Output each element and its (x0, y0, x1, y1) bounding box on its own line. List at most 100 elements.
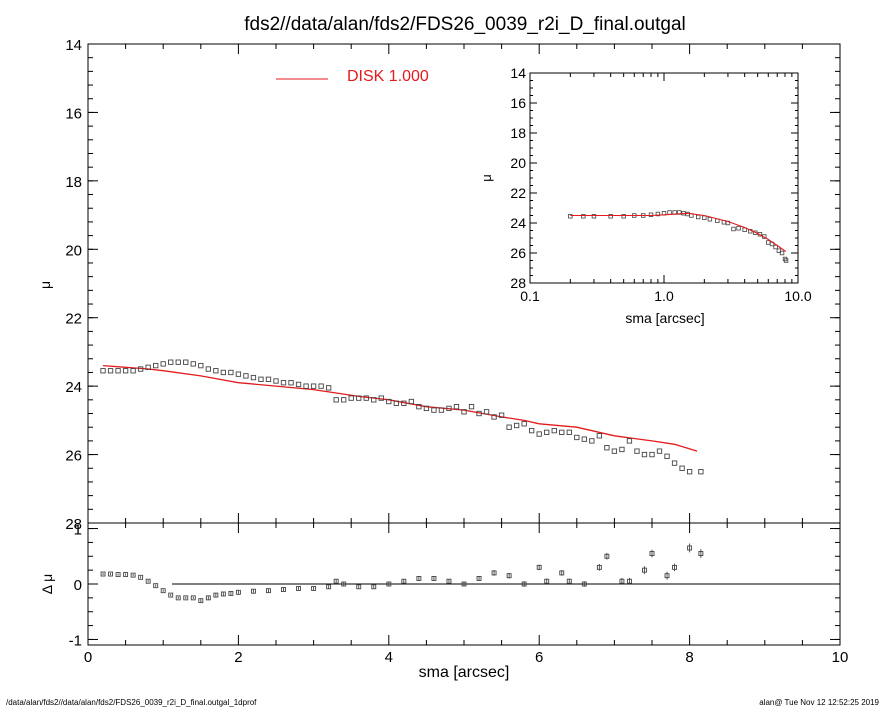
footer-path-text: /data/alan/fds2//data/alan/fds2/FDS26_00… (6, 698, 257, 707)
residual-x-tick-label: 0 (84, 649, 92, 666)
data-point (679, 465, 685, 471)
residual-point (235, 589, 241, 595)
residual-point (596, 564, 602, 570)
data-point (168, 359, 174, 365)
data-point (153, 362, 159, 369)
data-point (250, 374, 257, 381)
data-point (288, 380, 294, 386)
residual-point (401, 578, 407, 584)
inset-x-tick-label: 1.0 (654, 288, 674, 304)
data-point (641, 451, 648, 458)
main-y-tick-label: 16 (65, 105, 82, 122)
data-point (498, 412, 505, 418)
inset-model-line (570, 212, 787, 252)
data-point (619, 446, 625, 453)
data-point (566, 429, 572, 435)
inset-data-point (731, 226, 736, 232)
main-y-tick-label: 24 (65, 379, 82, 396)
data-point (529, 427, 535, 434)
data-point (295, 381, 302, 388)
main-y-tick-label: 26 (65, 448, 82, 465)
residual-point (581, 581, 587, 587)
residual-x-axis-label: sma [arcsec] (419, 664, 510, 681)
residual-y-tick-label: 0 (74, 577, 82, 594)
main-y-tick-labels: 14 16 18 20 22 24 26 28 (65, 37, 82, 533)
residual-x-tick-label: 2 (234, 649, 242, 666)
data-point (228, 369, 234, 376)
residual-point (281, 587, 286, 592)
residual-point (461, 581, 467, 587)
inset-y-tick-label: 24 (510, 215, 526, 231)
residual-point (296, 585, 302, 591)
data-point (130, 368, 136, 374)
data-point (513, 422, 520, 429)
data-point (220, 369, 227, 376)
data-point (183, 359, 189, 365)
data-point (273, 378, 279, 384)
inset-x-axis-label: sma [arcsec] (625, 310, 704, 326)
inset-y-tick-labels: 14 16 18 20 22 24 26 28 (510, 65, 526, 291)
residual-y-tick-label: 1 (74, 522, 82, 539)
residual-point (168, 592, 174, 598)
residual-point (123, 572, 129, 578)
inset-data-point (773, 244, 778, 250)
residual-x-tick-labels: 0 2 4 6 8 10 (84, 649, 849, 666)
residual-point (341, 581, 347, 587)
data-point (604, 445, 610, 451)
residual-point (416, 576, 422, 581)
residual-point (386, 581, 392, 587)
data-point (356, 395, 362, 401)
residual-point (228, 590, 234, 596)
inset-data-layer (568, 210, 789, 263)
inset-panel: 14 16 18 20 22 24 26 28 0.1 1.0 10.0 μ sma [arcse… (479, 65, 812, 326)
residual-y-axis-label: Δ μ (39, 574, 55, 595)
inset-y-tick-label: 22 (510, 185, 526, 201)
data-point (213, 368, 219, 374)
residual-point (698, 551, 704, 556)
inset-data-point (779, 250, 785, 256)
residual-point (213, 592, 219, 598)
data-point (378, 395, 384, 401)
inset-x-tick-label: 10.0 (784, 288, 811, 304)
data-point (303, 383, 309, 389)
residual-point (672, 564, 678, 570)
legend-label: DISK 1.000 (347, 68, 429, 85)
inset-data-point (648, 212, 654, 217)
data-point (671, 460, 678, 466)
data-point (483, 409, 490, 415)
inset-data-point (608, 214, 613, 219)
main-y-tick-label: 20 (65, 242, 82, 259)
data-point (634, 448, 640, 454)
main-y-tick-label: 18 (65, 174, 82, 191)
residual-point (371, 584, 377, 590)
residual-point (138, 574, 144, 580)
data-point (611, 448, 618, 454)
residual-point (205, 595, 211, 601)
residual-point (521, 581, 527, 587)
inset-y-tick-label: 14 (510, 65, 526, 81)
data-point (175, 359, 181, 365)
residual-point (198, 598, 204, 604)
data-point (115, 368, 121, 374)
inset-y-tick-label: 26 (510, 245, 526, 261)
data-point (453, 404, 460, 410)
inset-x-tick-labels: 0.1 1.0 10.0 (520, 288, 812, 304)
residual-point (250, 588, 256, 594)
residual-point (626, 578, 632, 584)
main-axis-ticks (87, 43, 841, 524)
data-point (664, 453, 670, 459)
data-point (596, 433, 603, 439)
residual-point (130, 572, 136, 578)
residual-point (108, 571, 114, 577)
data-point (476, 410, 482, 417)
residual-x-tick-label: 6 (535, 649, 543, 666)
residual-point (544, 578, 550, 584)
residual-point (153, 583, 159, 589)
data-point (423, 405, 430, 412)
inset-data-point (621, 214, 626, 219)
data-point (145, 364, 151, 370)
data-point (333, 397, 339, 403)
inset-data-point (783, 258, 789, 263)
residual-point (431, 576, 437, 581)
